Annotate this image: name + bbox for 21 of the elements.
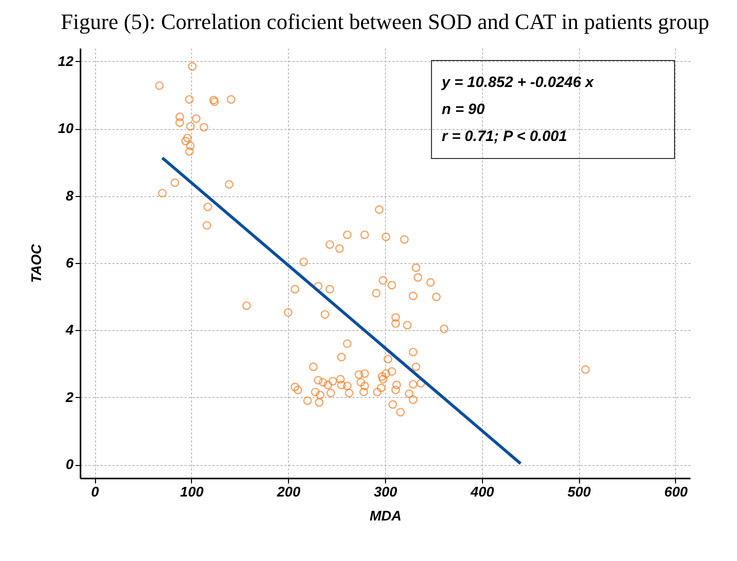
x-tick-label: 200 [276, 484, 301, 500]
x-tick-label: 500 [567, 484, 592, 500]
x-axis-title: MDA [370, 508, 402, 524]
annotation: y = 10.852 + -0.0246 x [442, 73, 595, 93]
x-tick-label: 300 [374, 484, 398, 500]
x-tick-label: 400 [470, 484, 494, 500]
y-tick-label: 6 [66, 254, 74, 270]
y-tick-label: 12 [58, 52, 74, 69]
annotation: r = 0.71; P < 0.001 [442, 127, 568, 147]
y-tick-label: 2 [64, 388, 74, 405]
y-tick-label: 10 [58, 120, 74, 136]
annotation: n = 90 [442, 100, 486, 120]
y-tick-label: 4 [64, 322, 74, 338]
x-tick-label: 0 [91, 484, 100, 500]
chart-title: Figure (5): Correlation coficient between SOD and CAT in patients group [60, 9, 710, 34]
x-tick-label: 600 [664, 484, 688, 500]
x-tick-label: 100 [180, 484, 204, 500]
y-tick-label: 8 [66, 187, 74, 204]
y-axis-title: TAOC [28, 243, 44, 283]
text-box: y = 10.852 + -0.0246 x n = 90 r = 0.71; P < 0.001 [430, 60, 675, 159]
y-tick-label: 0 [66, 456, 74, 472]
